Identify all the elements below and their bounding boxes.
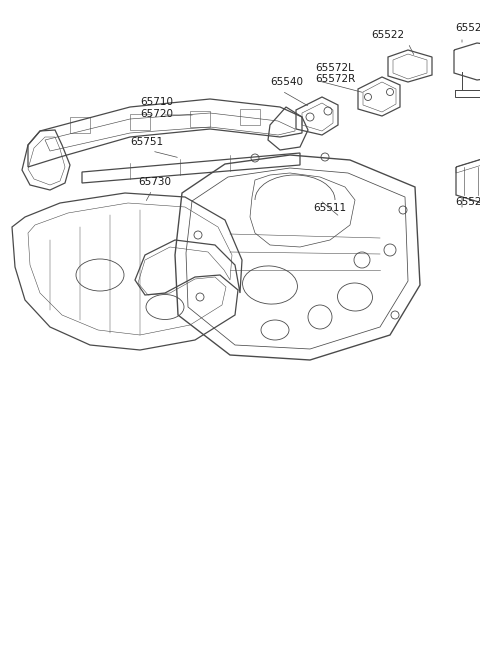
Text: 65540: 65540 — [270, 77, 303, 87]
Text: 65521B: 65521B — [455, 23, 480, 33]
Text: 65511: 65511 — [313, 203, 347, 213]
Text: 65720: 65720 — [140, 109, 173, 119]
Text: 65572R: 65572R — [315, 74, 355, 84]
Text: 65751: 65751 — [130, 137, 163, 147]
Text: 65521: 65521 — [455, 197, 480, 207]
Text: 65572L: 65572L — [315, 63, 354, 73]
Text: 65710: 65710 — [140, 97, 173, 107]
Text: 65522: 65522 — [372, 30, 405, 40]
Text: 65730: 65730 — [138, 177, 171, 187]
